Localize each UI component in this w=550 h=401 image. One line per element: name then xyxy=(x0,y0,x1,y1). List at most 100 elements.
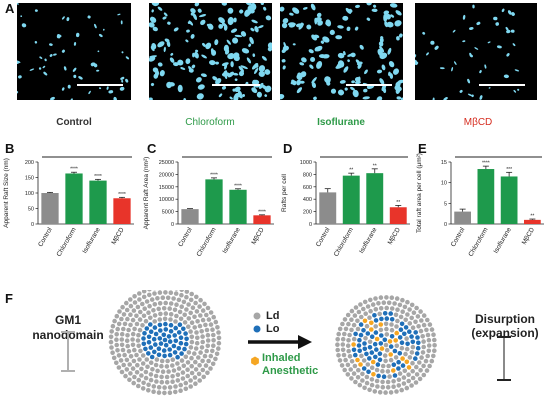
particle xyxy=(346,26,351,31)
y-tick-label: 20000 xyxy=(159,172,174,178)
particle xyxy=(471,94,474,98)
ld-lipid xyxy=(373,307,379,312)
particle xyxy=(195,49,199,53)
x-tick-label: Control xyxy=(37,226,54,248)
x-tick-label: Isoflurane xyxy=(358,226,379,255)
micrograph-mbcd xyxy=(415,3,537,100)
ld-lipid xyxy=(348,367,354,372)
x-tick-label: Control xyxy=(177,226,194,248)
ld-lipid xyxy=(130,317,136,323)
ld-lipid xyxy=(182,320,188,325)
particle xyxy=(315,45,323,52)
ld-lipid xyxy=(369,365,375,370)
lo-lipid xyxy=(410,339,416,345)
ld-lipid xyxy=(194,309,200,314)
lo-lipid xyxy=(373,318,379,323)
particle xyxy=(29,68,35,71)
ld-lipid xyxy=(189,334,195,340)
particle xyxy=(164,38,170,43)
particle xyxy=(325,19,332,27)
ld-lipid xyxy=(401,375,407,380)
ld-lipid xyxy=(208,322,214,327)
ld-lipid xyxy=(192,351,197,356)
ld-lipid xyxy=(206,358,211,364)
micrograph-label-isoflurane: Isoflurane xyxy=(317,117,365,128)
particle xyxy=(366,3,372,6)
ld-lipid xyxy=(157,317,163,322)
lo-lipid xyxy=(373,330,379,335)
ld-lipid xyxy=(380,368,385,374)
lo-lipid xyxy=(176,346,182,351)
particle xyxy=(251,87,258,94)
particle xyxy=(227,71,234,78)
lo-lipid xyxy=(365,331,371,336)
ld-lipid xyxy=(141,380,146,386)
ld-lipid xyxy=(186,324,191,329)
ld-lipid xyxy=(211,343,216,348)
ld-lipid xyxy=(147,292,152,298)
ld-lipid xyxy=(183,386,189,392)
lo-lipid xyxy=(161,348,167,353)
particle xyxy=(432,97,435,100)
ld-lipid xyxy=(137,357,142,362)
ld-lipid xyxy=(115,348,120,353)
particle xyxy=(50,96,55,100)
particle xyxy=(61,16,65,20)
particle xyxy=(377,48,384,57)
arrow-head-icon xyxy=(298,335,312,349)
bar-chloroform xyxy=(205,179,223,224)
particle xyxy=(168,82,175,87)
ld-lipid xyxy=(116,365,122,370)
ld-lipid xyxy=(124,357,130,363)
particle xyxy=(202,42,206,47)
ld-lipid xyxy=(421,372,427,378)
particle xyxy=(87,15,91,19)
lo-lipid xyxy=(178,340,184,346)
particle xyxy=(308,49,314,54)
ld-lipid xyxy=(144,357,150,362)
ld-lipid xyxy=(432,348,437,353)
ld-lipid xyxy=(189,339,195,345)
significance-stars: *** xyxy=(506,167,512,173)
particle xyxy=(195,77,202,83)
ld-lipid xyxy=(180,376,186,381)
particle xyxy=(479,95,483,100)
particle xyxy=(157,6,163,11)
ld-lipid xyxy=(188,310,193,316)
ld-lipid xyxy=(166,369,171,374)
particle xyxy=(337,89,345,96)
lo-lipid xyxy=(173,325,178,331)
ld-lipid xyxy=(425,332,431,338)
ld-lipid xyxy=(205,343,211,349)
ld-lipid xyxy=(415,314,421,319)
ld-lipid xyxy=(335,347,341,353)
particle xyxy=(237,90,242,97)
significance-stars: **** xyxy=(210,172,218,178)
ld-lipid xyxy=(137,317,143,322)
ld-lipid xyxy=(197,363,202,368)
ld-lipid xyxy=(108,334,114,340)
particle xyxy=(180,67,186,70)
ld-lipid xyxy=(384,347,390,353)
ld-lipid xyxy=(188,297,194,303)
ld-lipid xyxy=(112,318,117,324)
ld-lipid xyxy=(196,355,201,360)
ld-lipid xyxy=(162,390,167,396)
lo-lipid xyxy=(381,374,387,379)
particle xyxy=(70,98,73,100)
ld-lipid xyxy=(160,295,166,300)
ld-lipid xyxy=(378,306,384,311)
lo-lipid xyxy=(384,316,390,321)
lo-lipid xyxy=(388,311,394,316)
ld-lipid xyxy=(130,342,136,348)
particle xyxy=(348,8,353,13)
ld-lipid xyxy=(128,322,133,328)
ld-lipid xyxy=(410,344,416,350)
ld-lipid xyxy=(174,290,178,291)
y-tick-label: 15000 xyxy=(159,185,174,191)
anesthetic-molecule xyxy=(406,365,412,370)
ld-lipid xyxy=(406,378,412,384)
ld-lipid xyxy=(168,317,173,322)
lo-lipid xyxy=(172,350,178,355)
ld-lipid xyxy=(143,375,149,381)
